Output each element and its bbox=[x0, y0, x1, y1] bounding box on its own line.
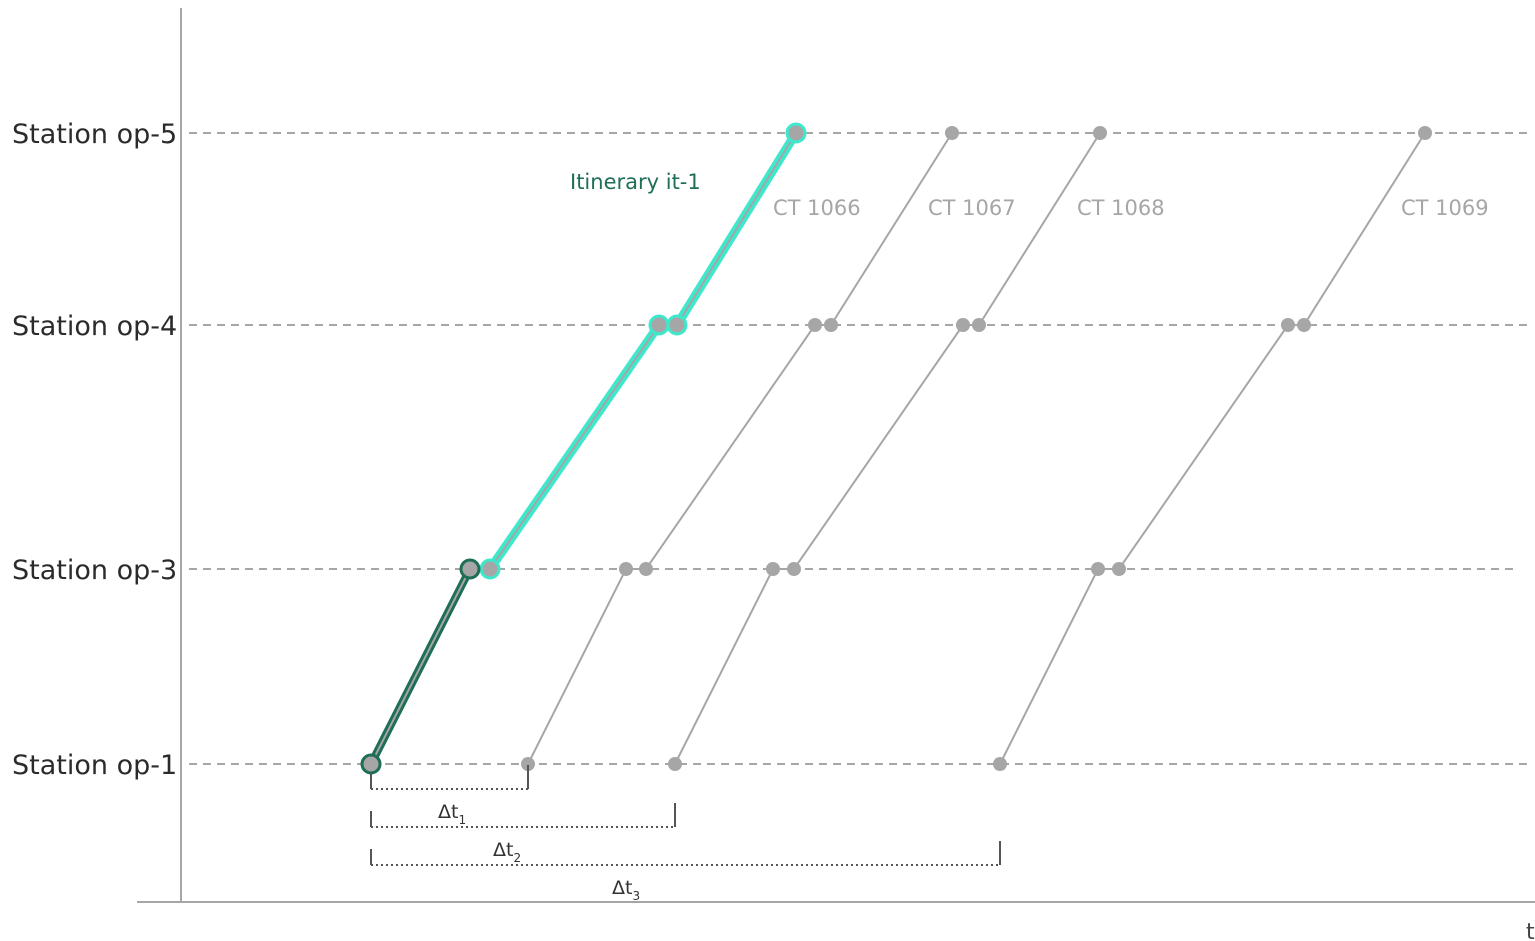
station-label: Station op-3 bbox=[12, 555, 177, 586]
station-row-op-4: Station op-4 bbox=[12, 311, 1532, 342]
itinerary-it-1 bbox=[360, 122, 807, 775]
train-stop-dot bbox=[521, 757, 535, 771]
train-run bbox=[993, 126, 1432, 771]
train-label-ct-1068: CT 1068 bbox=[1077, 196, 1165, 220]
itinerary-ride-stop bbox=[785, 122, 807, 144]
train-stop-dot bbox=[766, 562, 780, 576]
train-stop-dot bbox=[1418, 126, 1432, 140]
station-label: Station op-4 bbox=[12, 311, 177, 342]
train-label-ct-1069: CT 1069 bbox=[1401, 196, 1489, 220]
station-label: Station op-1 bbox=[12, 750, 177, 781]
train-stop-dot bbox=[1297, 318, 1311, 332]
time-axis-label: t bbox=[1526, 920, 1535, 941]
station-label: Station op-5 bbox=[12, 119, 177, 150]
train-stop-dot bbox=[945, 126, 959, 140]
station-row-op-3: Station op-3 bbox=[12, 555, 1517, 586]
train-stop-dot bbox=[1093, 126, 1107, 140]
train-stop-dot bbox=[824, 318, 838, 332]
train-stop-dot bbox=[668, 757, 682, 771]
train-stop-dot bbox=[639, 562, 653, 576]
delta-label-1: Δt1 bbox=[438, 801, 466, 827]
headway-brackets bbox=[370, 765, 1001, 866]
delta-bracket bbox=[370, 765, 529, 790]
itinerary-label: Itinerary it-1 bbox=[570, 170, 701, 194]
train-label-ct-1067: CT 1067 bbox=[928, 196, 1016, 220]
train-path bbox=[674, 132, 1101, 765]
delta-bracket bbox=[370, 803, 676, 828]
train-runs bbox=[521, 126, 1432, 771]
delta-bracket bbox=[370, 841, 1001, 866]
train-stop-dot bbox=[972, 318, 986, 332]
train-stop-dot bbox=[619, 562, 633, 576]
train-stop-dot bbox=[993, 757, 1007, 771]
train-stop-dot bbox=[1091, 562, 1105, 576]
itinerary-ride-stop bbox=[648, 314, 670, 336]
train-label-ct-1066: CT 1066 bbox=[773, 196, 861, 220]
train-stop-dot bbox=[1112, 562, 1126, 576]
train-stop-dot bbox=[787, 562, 801, 576]
station-row-op-1: Station op-1 bbox=[12, 750, 1532, 781]
train-run bbox=[521, 126, 959, 771]
itinerary-walk-core bbox=[370, 568, 471, 765]
itinerary-ride-stop bbox=[479, 558, 501, 580]
train-path bbox=[527, 132, 953, 765]
itinerary-walk-stop bbox=[360, 753, 382, 775]
delta-label-3: Δt3 bbox=[612, 877, 640, 903]
itinerary-walk-stop bbox=[459, 558, 481, 580]
train-run bbox=[668, 126, 1107, 771]
train-path bbox=[999, 132, 1426, 765]
train-stop-dot bbox=[956, 318, 970, 332]
train-stop-dot bbox=[1281, 318, 1295, 332]
station-row-op-5: Station op-5 bbox=[12, 119, 1532, 150]
itinerary-ride-stop bbox=[666, 314, 688, 336]
delta-label-2: Δt2 bbox=[493, 839, 521, 865]
train-stop-dot bbox=[808, 318, 822, 332]
